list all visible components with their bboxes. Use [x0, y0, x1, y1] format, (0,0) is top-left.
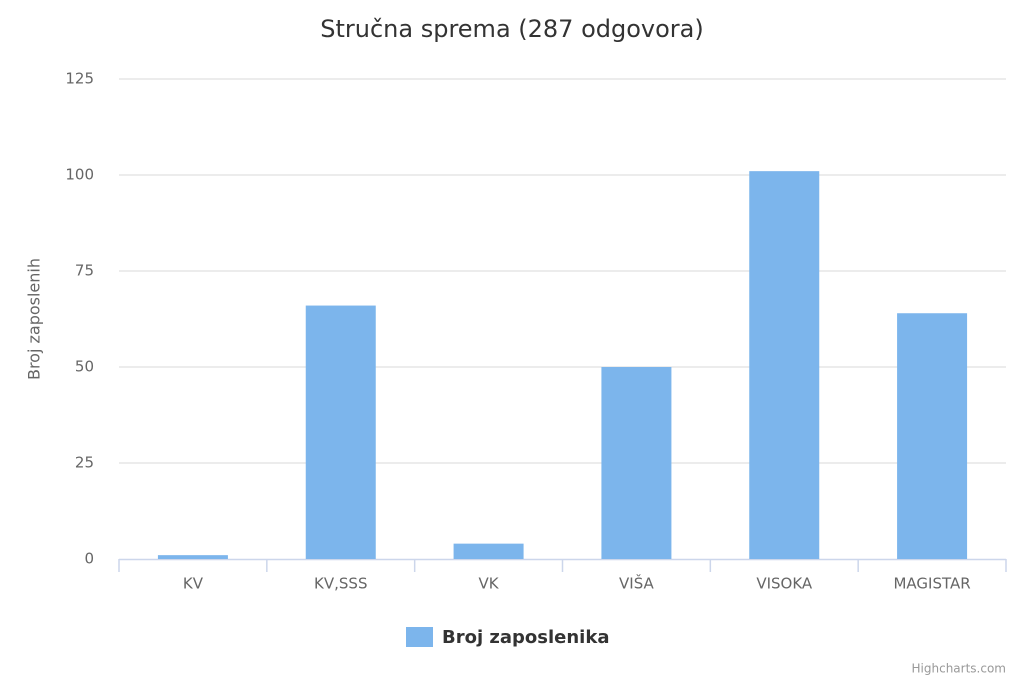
x-tick-label: VIŠA: [619, 574, 654, 593]
credits[interactable]: Highcharts.com: [912, 662, 1006, 676]
y-tick-label: 75: [75, 262, 94, 280]
bar: [749, 171, 820, 559]
bar: [601, 367, 672, 559]
bar: [453, 543, 524, 559]
x-tick-label: KV: [183, 575, 204, 593]
y-tick-label: 100: [65, 166, 94, 184]
legend-swatch[interactable]: [406, 627, 433, 647]
x-tick-label: MAGISTAR: [893, 575, 970, 593]
x-tick-label: KV,SSS: [314, 575, 367, 593]
bar: [897, 313, 968, 559]
y-tick-label: 25: [75, 454, 94, 472]
x-tick-label: VK: [479, 575, 500, 593]
y-tick-label: 50: [75, 358, 94, 376]
legend-label[interactable]: Broj zaposlenika: [442, 627, 609, 648]
y-axis-title: Broj zaposlenih: [25, 258, 44, 380]
x-tick-label: VISOKA: [756, 575, 813, 593]
y-tick-label: 0: [84, 550, 94, 568]
bar: [157, 555, 228, 559]
y-tick-label: 125: [65, 70, 94, 88]
chart-title: Stručna sprema (287 odgovora): [320, 15, 703, 43]
bar: [305, 305, 376, 559]
